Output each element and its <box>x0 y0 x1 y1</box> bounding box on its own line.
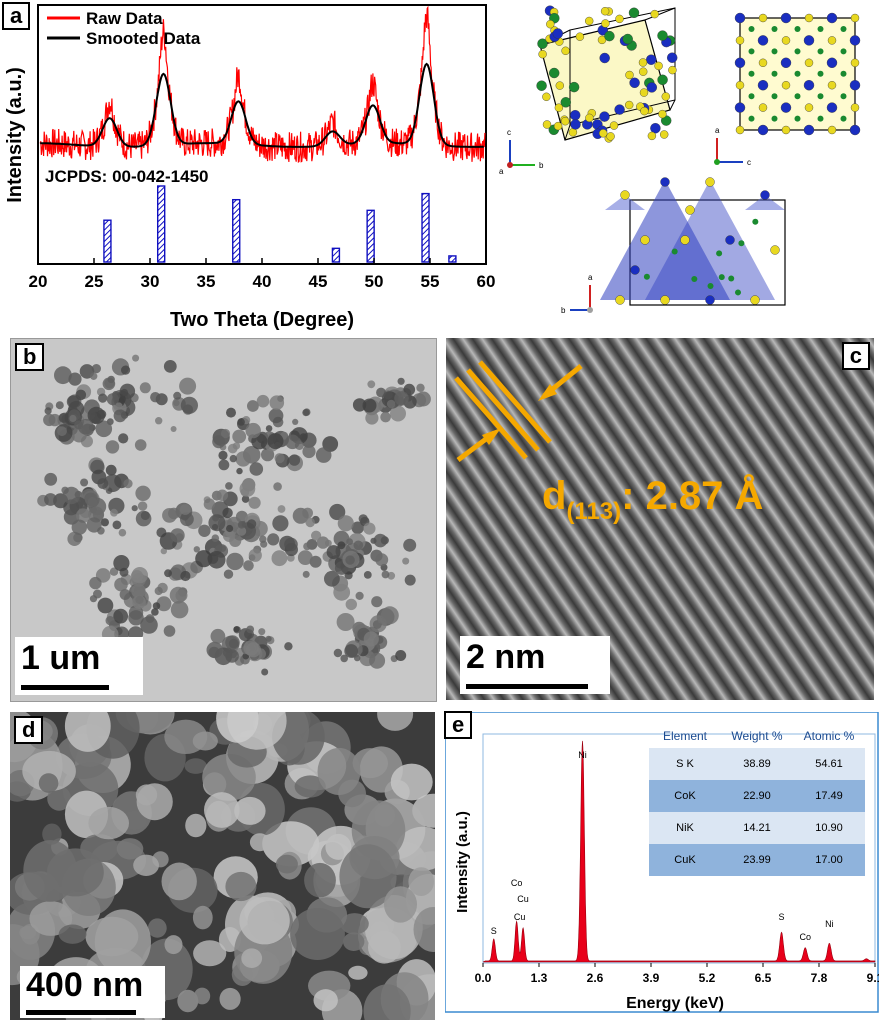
panel-label-c: c <box>841 342 870 370</box>
panel-b-tem-image: b 1 um <box>10 338 437 702</box>
eds-peak-label: Co <box>799 932 811 942</box>
legend-raw-label: Raw Data <box>86 9 163 28</box>
eds-peak-label: Cu <box>514 912 526 922</box>
xrd-reference-bar <box>366 209 375 263</box>
scale-label-c: 2 nm <box>466 638 546 676</box>
table-row: S K 38.89 54.61 <box>649 748 865 780</box>
xrd-reference-bar <box>331 247 341 263</box>
crystal-structures: c a b a c a b <box>495 0 880 330</box>
xrd-tick-label: 20 <box>29 272 48 291</box>
svg-text:a: a <box>499 167 504 176</box>
crystal-view-1 <box>536 5 678 143</box>
xrd-smoothed-series <box>40 62 484 148</box>
d-spacing-annotation: d(113): 2.87 Å <box>542 474 764 525</box>
xrd-tick-label: 60 <box>477 272 496 291</box>
svg-text:c: c <box>507 128 511 137</box>
tem-particles <box>37 354 431 676</box>
crystal-view-2 <box>734 12 861 136</box>
eds-peak-labels: S Co Cu Ni S Co Ni Cu <box>491 750 834 942</box>
table-row: NiK 14.21 10.90 <box>649 812 865 844</box>
xrd-tick-label: 35 <box>197 272 216 291</box>
panel-c-hrtem-image: d(113): 2.87 Å c 2 nm <box>446 338 874 700</box>
eds-spectrum-area <box>482 740 876 963</box>
panel-d-sem-image: d 400 nm <box>10 712 435 1020</box>
panel-label-d: d <box>14 716 44 744</box>
xrd-tick-label: 50 <box>365 272 384 291</box>
scale-bar-box-d <box>20 966 165 1018</box>
eds-peak-label: Cu <box>517 894 529 904</box>
xrd-tick-label: 30 <box>141 272 160 291</box>
eds-x-ticks: 0.0 1.3 2.6 3.9 5.2 6.5 7.8 9.1 <box>475 963 880 985</box>
xrd-xlabel: Two Theta (Degree) <box>170 309 354 331</box>
eds-chart: 0.01.32.63.95.26.57.89.1 SCoCuNiSCoNiCu … <box>444 711 880 1013</box>
xrd-reference-bar <box>232 198 241 263</box>
crystal-structure-diagrams: c a b a c a b <box>499 5 861 315</box>
table-row: CuK 23.99 17.00 <box>649 844 865 876</box>
xrd-tick-label: 40 <box>253 272 272 291</box>
xrd-tick-label: 55 <box>421 272 440 291</box>
axis-indicator-1: c a b <box>499 128 544 176</box>
table-header: Element Weight % Atomic % <box>662 729 855 743</box>
table-row: CoK 22.90 17.49 <box>649 780 865 812</box>
sem-grains <box>10 712 435 1020</box>
eds-tick-label: 9.1 <box>867 971 879 985</box>
xrd-x-ticks: 20 25 30 35 40 45 50 55 60 <box>29 258 496 291</box>
scale-bar-d <box>26 1010 136 1015</box>
eds-peak-label: Ni <box>825 919 834 929</box>
xrd-reference-bar <box>156 185 166 263</box>
xrd-smooth-line <box>40 62 484 148</box>
panel-label-a: a <box>2 2 31 30</box>
scale-label-d: 400 nm <box>26 966 144 1004</box>
eds-peak-label: S <box>779 912 785 922</box>
xrd-ylabel: Intensity (a.u.) <box>4 67 26 203</box>
axis-indicator-2: a c <box>714 126 751 167</box>
eds-tick-label: 7.8 <box>811 971 828 985</box>
svg-text:c: c <box>747 158 751 167</box>
xrd-chart: 20 25 30 35 40 45 50 55 60 Raw Data Smooted Data… <box>4 4 496 331</box>
eds-composition-table: Element Weight % Atomic % S K 38.89 54.6… <box>649 724 865 876</box>
eds-tick-label: 1.3 <box>531 971 548 985</box>
legend-smooth-label: Smooted Data <box>86 29 201 48</box>
eds-tick-label: 2.6 <box>587 971 604 985</box>
eds-tick-label: 3.9 <box>643 971 660 985</box>
scale-label-b: 1 um <box>21 639 101 677</box>
xrd-raw-line <box>39 5 486 163</box>
xrd-reference-bars <box>103 185 457 263</box>
panel-e: 0.01.32.63.95.26.57.89.1 SCoCuNiSCoNiCu … <box>444 711 880 1024</box>
scale-bar-c <box>466 684 588 689</box>
xrd-reference-bar <box>448 255 457 263</box>
eds-peak-label: Co <box>511 878 523 888</box>
scale-bar-b <box>21 685 109 690</box>
svg-text:b: b <box>561 306 566 315</box>
eds-xlabel: Energy (keV) <box>626 995 724 1012</box>
eds-ylabel: Intensity (a.u.) <box>454 811 471 913</box>
eds-peak-label: S <box>491 926 497 936</box>
panel-label-b: b <box>15 343 45 371</box>
eds-plot-frame <box>482 733 876 964</box>
xrd-tick-label: 25 <box>85 272 104 291</box>
panel-label-e: e <box>444 711 473 739</box>
eds-outer-frame <box>444 711 879 1013</box>
axis-indicator-3: a b <box>561 273 593 315</box>
eds-spectrum <box>482 740 876 963</box>
xrd-reference-bar <box>103 219 112 263</box>
panel-a: 20 25 30 35 40 45 50 55 60 Raw Data Smooted Data… <box>0 0 500 335</box>
eds-peak-label: Ni <box>578 750 587 760</box>
xrd-reference-bar <box>421 192 430 263</box>
eds-tick-label: 6.5 <box>755 971 772 985</box>
jcpds-reference: JCPDS: 00-042-1450 <box>45 167 208 186</box>
svg-text:a: a <box>588 273 593 282</box>
lattice-annotation <box>454 360 583 462</box>
xrd-raw-series <box>39 5 486 163</box>
eds-tick-label: 0.0 <box>475 971 492 985</box>
crystal-view-3 <box>600 177 786 306</box>
svg-text:a: a <box>715 126 720 135</box>
eds-tick-label: 5.2 <box>699 971 716 985</box>
svg-text:b: b <box>539 161 544 170</box>
xrd-tick-label: 45 <box>309 272 328 291</box>
